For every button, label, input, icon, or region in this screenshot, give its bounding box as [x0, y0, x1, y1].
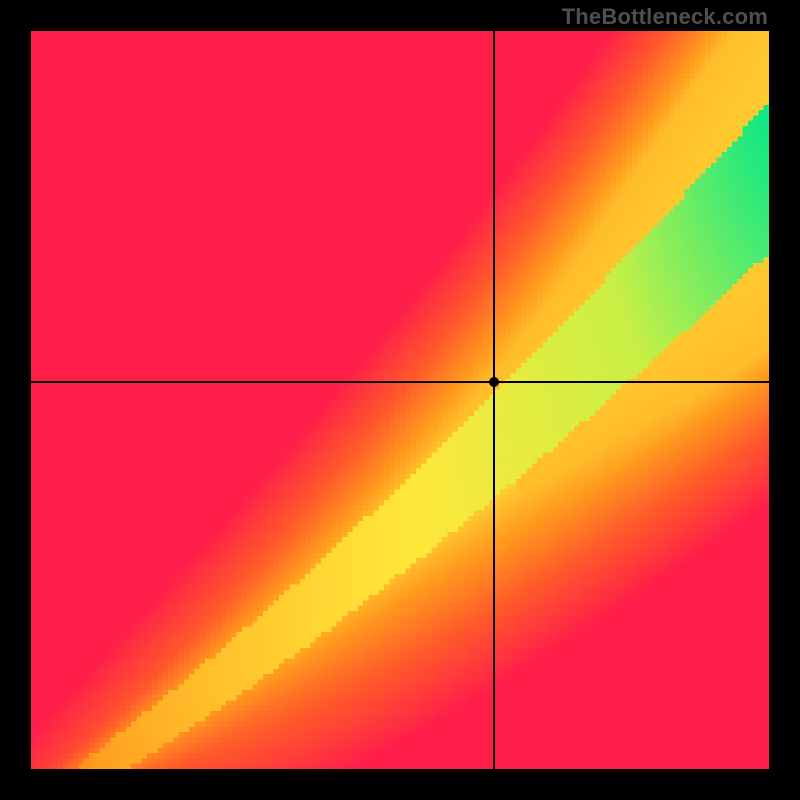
crosshair-horizontal: [31, 381, 769, 383]
watermark-text: TheBottleneck.com: [562, 4, 768, 30]
crosshair-vertical: [493, 31, 495, 769]
bottleneck-heatmap: [31, 31, 769, 769]
chart-container: TheBottleneck.com: [0, 0, 800, 800]
crosshair-marker: [489, 377, 499, 387]
